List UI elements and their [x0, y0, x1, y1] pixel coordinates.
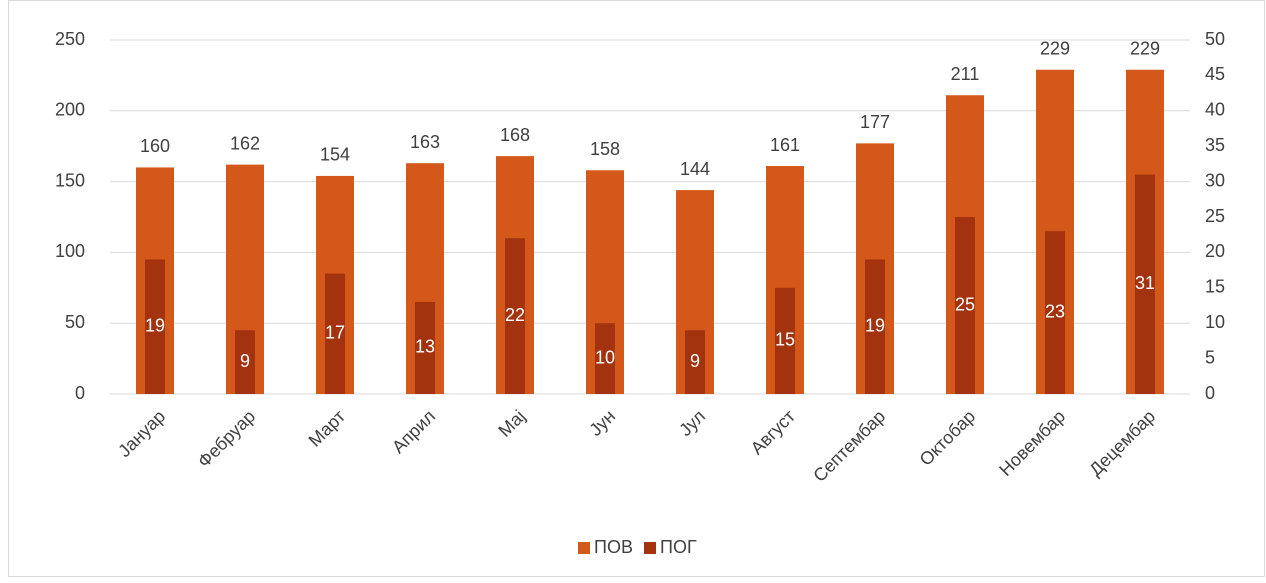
- x-tick-label: Децембар: [1085, 406, 1159, 480]
- data-label: 23: [1045, 301, 1065, 321]
- bar: [415, 301, 435, 394]
- y2-tick-label: 20: [1205, 241, 1225, 261]
- legend-label: ПОВ: [594, 537, 633, 557]
- data-label: 229: [1130, 38, 1160, 58]
- bar: [145, 259, 165, 394]
- data-label: 19: [145, 315, 165, 335]
- y2-tick-label: 40: [1205, 100, 1225, 120]
- y2-tick-label: 25: [1205, 206, 1225, 226]
- x-tick-label: Јануар: [114, 406, 169, 461]
- bar: [865, 259, 885, 394]
- data-label: 15: [775, 330, 795, 350]
- data-label: 158: [590, 139, 620, 159]
- data-label: 17: [325, 323, 345, 343]
- y2-tick-label: 30: [1205, 170, 1225, 190]
- data-label: 13: [415, 337, 435, 357]
- data-label: 160: [140, 136, 170, 156]
- y2-tick-label: 35: [1205, 135, 1225, 155]
- x-tick-label: Октобар: [916, 406, 980, 470]
- x-tick-label: Април: [388, 406, 439, 457]
- data-label: 168: [500, 125, 530, 145]
- x-tick-label: Новембар: [995, 406, 1069, 480]
- x-tick-label: Фебруар: [194, 406, 259, 471]
- y-tick-label: 50: [65, 312, 85, 332]
- bar: [1135, 174, 1155, 394]
- y-tick-label: 100: [55, 241, 85, 261]
- data-label: 9: [690, 351, 700, 371]
- data-label: 144: [680, 159, 710, 179]
- bar: [325, 273, 345, 394]
- bar: [685, 330, 705, 394]
- y-tick-label: 200: [55, 100, 85, 120]
- data-label: 211: [951, 64, 980, 84]
- data-label: 25: [955, 294, 975, 314]
- y-tick-label: 250: [55, 29, 85, 49]
- bar: [775, 287, 795, 394]
- bar: [505, 238, 525, 394]
- data-label: 162: [230, 133, 260, 153]
- data-label: 10: [595, 347, 615, 367]
- legend-swatch: [644, 542, 656, 554]
- x-tick-label: Јун: [585, 406, 619, 440]
- data-label: 229: [1040, 38, 1070, 58]
- legend-swatch: [578, 542, 590, 554]
- legend-label: ПОГ: [660, 537, 697, 557]
- x-tick-label: Мај: [494, 406, 529, 441]
- y2-tick-label: 45: [1205, 64, 1225, 84]
- data-label: 177: [860, 112, 890, 132]
- data-label: 163: [410, 132, 440, 152]
- x-tick-label: Март: [305, 406, 350, 451]
- data-label: 19: [865, 315, 885, 335]
- y-tick-label: 0: [75, 383, 85, 403]
- y-tick-label: 150: [55, 170, 85, 190]
- bar: [235, 330, 255, 394]
- x-tick-label: Август: [747, 406, 799, 458]
- data-label: 9: [240, 351, 250, 371]
- y2-tick-label: 0: [1205, 383, 1215, 403]
- chart-border: [8, 0, 1265, 577]
- x-tick-label: Јул: [675, 406, 709, 440]
- bar: [1045, 231, 1065, 394]
- y2-tick-label: 10: [1205, 312, 1225, 332]
- data-label: 154: [320, 145, 350, 165]
- data-label: 161: [770, 135, 800, 155]
- y2-tick-label: 50: [1205, 29, 1225, 49]
- bar: [595, 323, 615, 394]
- y2-tick-label: 15: [1205, 277, 1225, 297]
- data-label: 22: [505, 305, 525, 325]
- y2-tick-label: 5: [1205, 347, 1215, 367]
- x-tick-label: Септембар: [809, 406, 889, 486]
- bar: [955, 217, 975, 394]
- data-label: 31: [1135, 273, 1155, 293]
